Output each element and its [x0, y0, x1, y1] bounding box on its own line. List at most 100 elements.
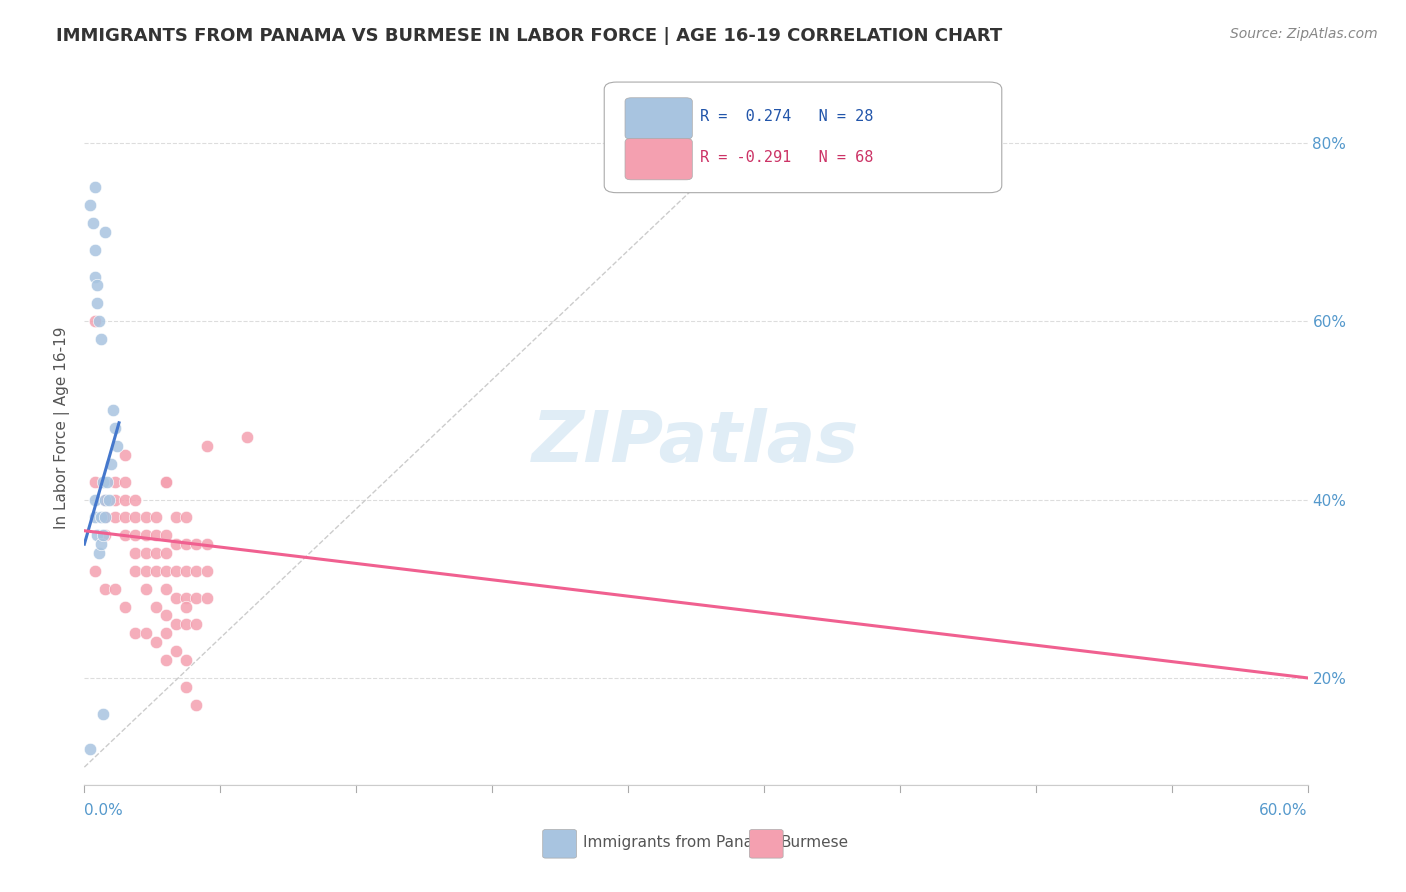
Point	[83, 475, 105, 489]
Point	[165, 591, 187, 605]
Point	[91, 706, 114, 721]
Point	[90, 510, 112, 524]
Point	[124, 546, 146, 560]
Point	[124, 528, 146, 542]
FancyBboxPatch shape	[626, 138, 692, 180]
Point	[135, 528, 157, 542]
Point	[114, 528, 136, 542]
Point	[124, 510, 146, 524]
Point	[155, 582, 177, 596]
Point	[91, 475, 114, 489]
Point	[155, 564, 177, 578]
Point	[165, 537, 187, 551]
Point	[176, 617, 198, 632]
Point	[155, 626, 177, 640]
Point	[104, 475, 127, 489]
Point	[135, 546, 157, 560]
Point	[176, 564, 198, 578]
Point	[145, 564, 167, 578]
Text: R = -0.291   N = 68: R = -0.291 N = 68	[700, 150, 873, 165]
Point	[93, 528, 117, 542]
Point	[114, 475, 136, 489]
Point	[86, 528, 108, 542]
Point	[104, 492, 127, 507]
Point	[186, 617, 208, 632]
Point	[100, 457, 122, 471]
Point	[186, 698, 208, 712]
Point	[91, 528, 114, 542]
Point	[87, 314, 110, 328]
Point	[83, 269, 105, 284]
Point	[145, 510, 167, 524]
Point	[236, 430, 259, 444]
Point	[186, 591, 208, 605]
Point	[155, 653, 177, 667]
Point	[176, 510, 198, 524]
Point	[165, 564, 187, 578]
Point	[155, 475, 177, 489]
Point	[155, 528, 177, 542]
Point	[104, 421, 127, 435]
Point	[93, 492, 117, 507]
Point	[155, 475, 177, 489]
Point	[176, 537, 198, 551]
Point	[93, 225, 117, 239]
Y-axis label: In Labor Force | Age 16-19: In Labor Force | Age 16-19	[55, 326, 70, 530]
Point	[195, 537, 218, 551]
Point	[186, 537, 208, 551]
Point	[176, 591, 198, 605]
Point	[195, 439, 218, 453]
Text: 0.0%: 0.0%	[84, 803, 124, 818]
FancyBboxPatch shape	[626, 98, 692, 139]
Point	[83, 510, 105, 524]
Point	[101, 403, 124, 417]
Point	[114, 448, 136, 462]
Point	[155, 608, 177, 623]
Point	[83, 243, 105, 257]
Point	[83, 492, 105, 507]
Point	[79, 198, 101, 212]
Point	[176, 653, 198, 667]
Text: Source: ZipAtlas.com: Source: ZipAtlas.com	[1230, 27, 1378, 41]
Point	[114, 599, 136, 614]
FancyBboxPatch shape	[605, 82, 1002, 193]
Point	[135, 510, 157, 524]
Point	[165, 617, 187, 632]
Point	[135, 582, 157, 596]
Point	[114, 510, 136, 524]
Point	[165, 644, 187, 658]
Point	[104, 510, 127, 524]
Point	[124, 564, 146, 578]
Point	[155, 546, 177, 560]
Text: ZIPatlas: ZIPatlas	[533, 408, 859, 477]
Point	[93, 510, 117, 524]
Point	[186, 564, 208, 578]
Point	[124, 626, 146, 640]
Point	[79, 742, 101, 756]
Point	[176, 599, 198, 614]
Point	[145, 635, 167, 649]
Point	[135, 626, 157, 640]
Point	[86, 296, 108, 310]
Point	[145, 546, 167, 560]
Point	[124, 492, 146, 507]
Text: R =  0.274   N = 28: R = 0.274 N = 28	[700, 109, 873, 124]
Point	[195, 591, 218, 605]
Point	[93, 510, 117, 524]
Point	[87, 546, 110, 560]
Text: Immigrants from Panama: Immigrants from Panama	[583, 836, 778, 850]
Point	[105, 439, 128, 453]
Point	[96, 475, 118, 489]
Text: IMMIGRANTS FROM PANAMA VS BURMESE IN LABOR FORCE | AGE 16-19 CORRELATION CHART: IMMIGRANTS FROM PANAMA VS BURMESE IN LAB…	[56, 27, 1002, 45]
Point	[97, 492, 120, 507]
Point	[86, 278, 108, 293]
Point	[165, 510, 187, 524]
Point	[82, 216, 104, 230]
Point	[93, 492, 117, 507]
Point	[145, 528, 167, 542]
Point	[135, 564, 157, 578]
Point	[104, 582, 127, 596]
Point	[93, 582, 117, 596]
Text: Burmese: Burmese	[780, 836, 848, 850]
Point	[176, 680, 198, 694]
